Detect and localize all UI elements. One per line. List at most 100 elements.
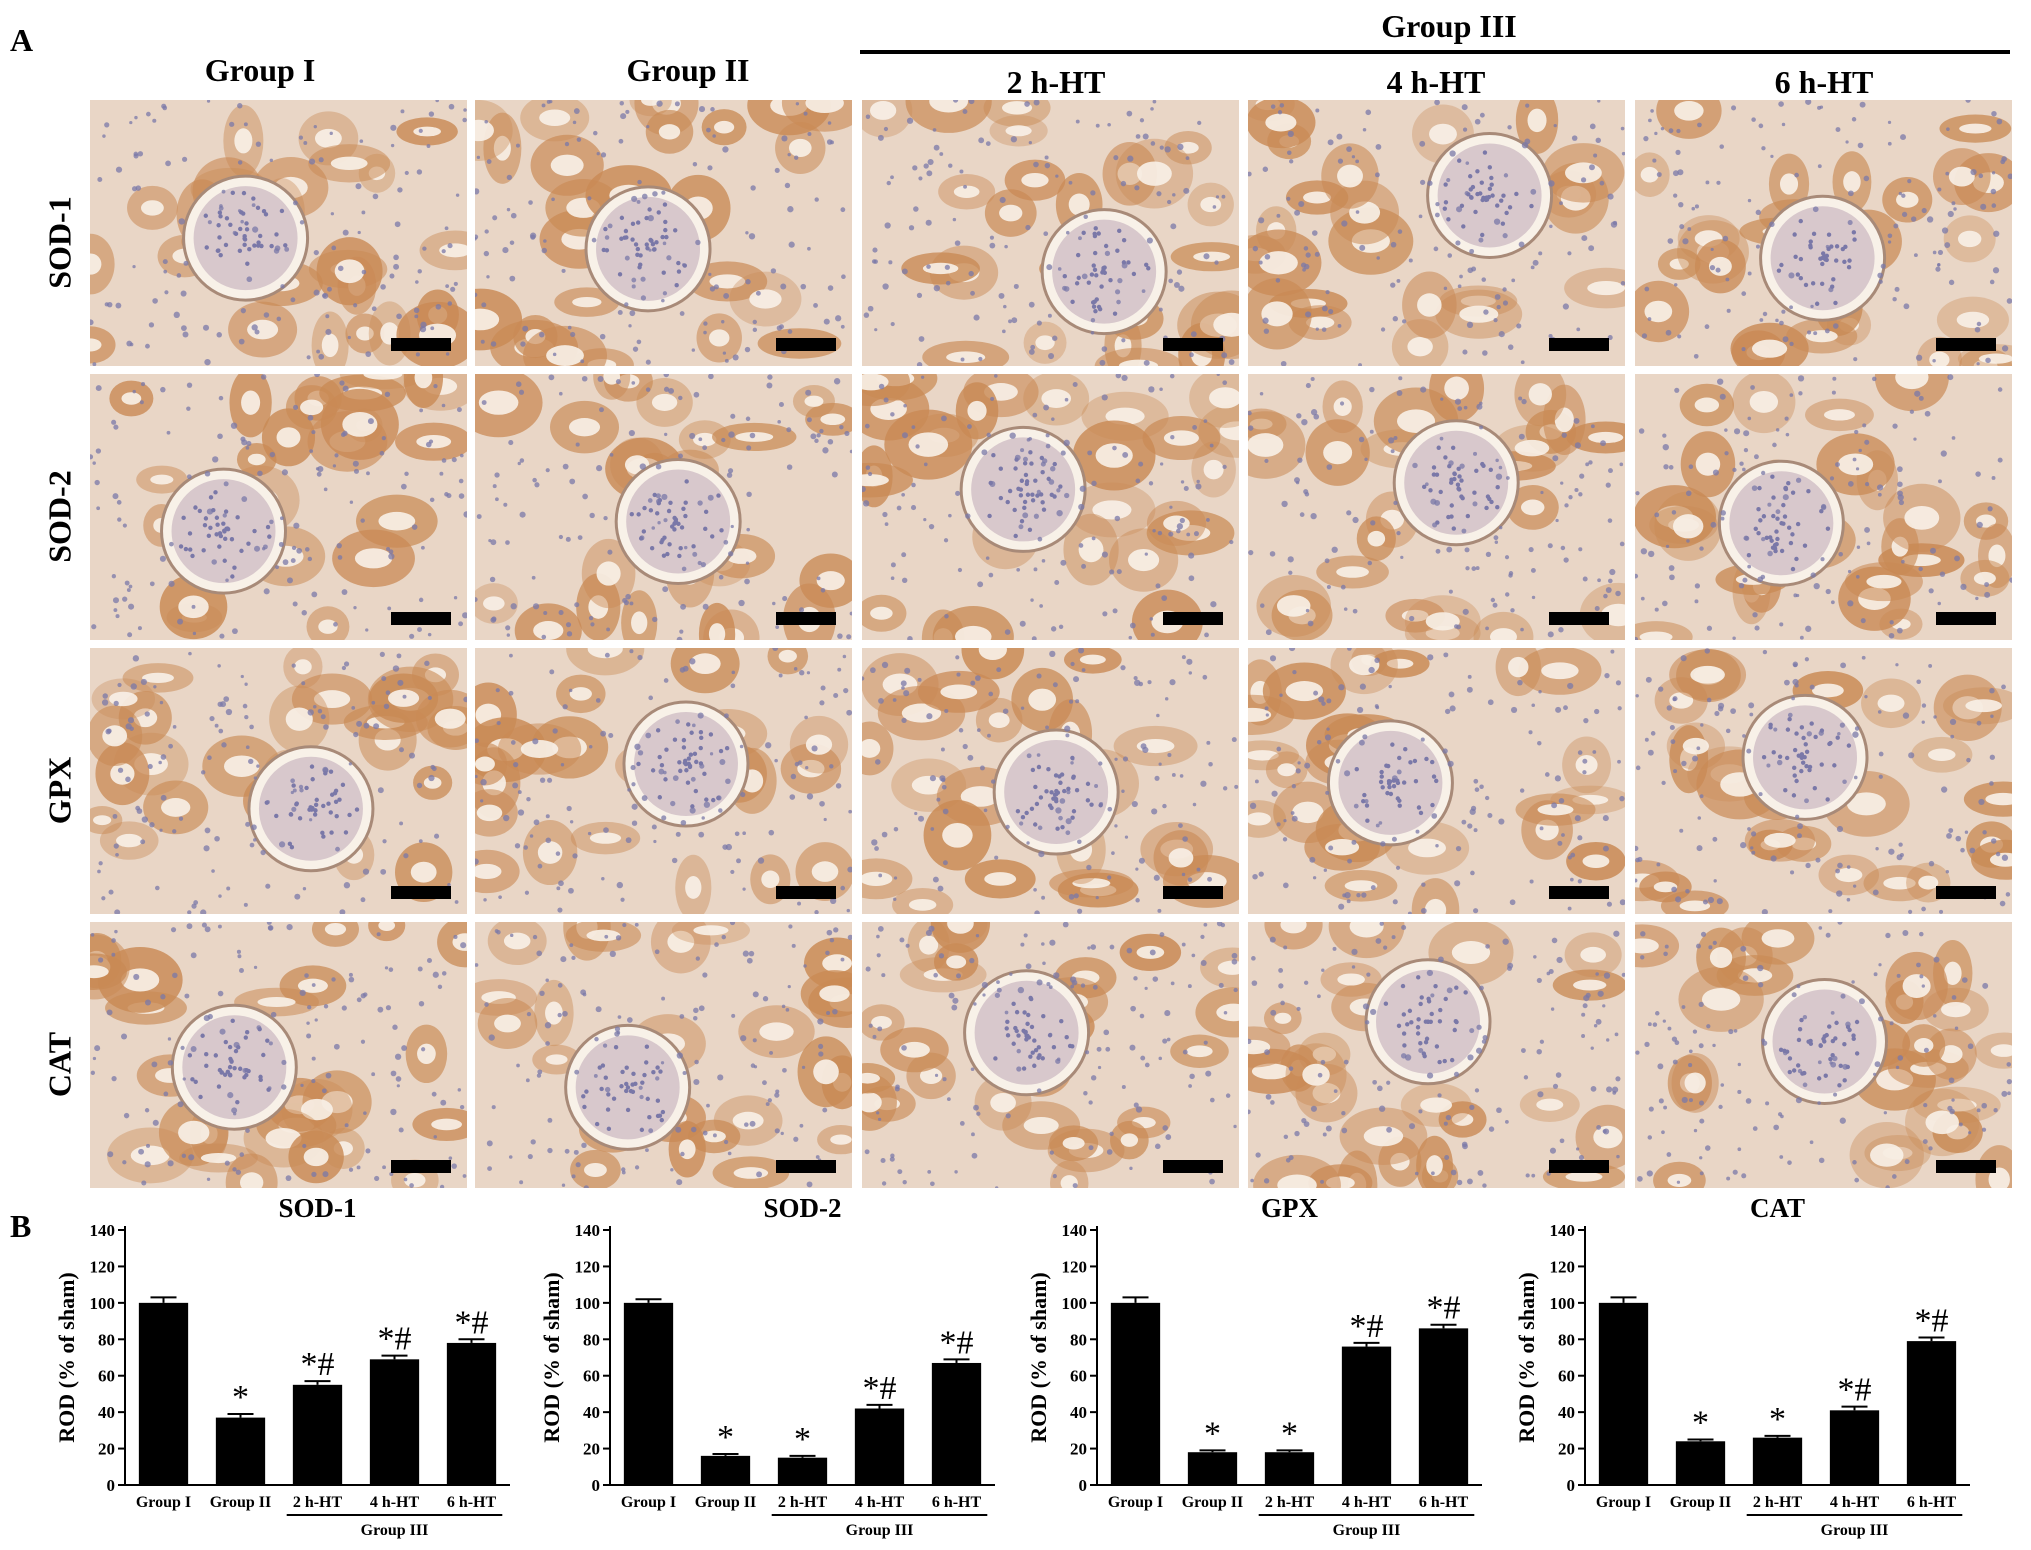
scale-bar bbox=[776, 886, 836, 899]
chart-cat: CAT ROD (% of sham) 0 20 40 60 80 100 120 140 Grou… bbox=[1514, 1195, 1970, 1539]
significance-marker: *# bbox=[940, 1324, 974, 1361]
y-tick-label: 140 bbox=[1062, 1221, 1088, 1240]
x-tick-label: 6 h-HT bbox=[1419, 1494, 1469, 1511]
bar-6-h-ht bbox=[1906, 1341, 1957, 1485]
row-header-sod1: SOD-1 bbox=[41, 196, 78, 289]
micrograph-cat-6h-ht bbox=[1635, 922, 2012, 1188]
micrograph-sod2-6h-ht bbox=[1635, 374, 2012, 640]
x-tick-label: 2 h-HT bbox=[1265, 1494, 1315, 1511]
x-tick-label: 4 h-HT bbox=[370, 1494, 420, 1511]
y-tick-label: 100 bbox=[1062, 1294, 1088, 1313]
column-header-2h-ht: 2 h-HT bbox=[1006, 64, 1106, 100]
significance-marker: *# bbox=[301, 1346, 335, 1383]
scale-bar bbox=[1936, 338, 1996, 351]
y-tick-label: 100 bbox=[575, 1294, 601, 1313]
x-tick-label: 6 h-HT bbox=[932, 1494, 982, 1511]
scale-bar bbox=[776, 338, 836, 351]
y-axis-label: ROD (% of sham) bbox=[539, 1272, 564, 1443]
chart-title: SOD-1 bbox=[278, 1195, 356, 1223]
chart-sod-2: SOD-2 ROD (% of sham) 0 20 40 60 80 100 120 140 Gr… bbox=[539, 1195, 995, 1539]
y-tick-label: 80 bbox=[1070, 1330, 1087, 1349]
y-tick-label: 80 bbox=[98, 1330, 115, 1349]
bar-2-h-ht bbox=[777, 1457, 828, 1485]
scale-bar bbox=[391, 612, 451, 625]
bar-4-h-ht bbox=[369, 1359, 420, 1485]
micrograph-sod2-group-ii bbox=[475, 374, 852, 640]
panel-a-letter: A bbox=[10, 22, 34, 58]
bar-6-h-ht bbox=[931, 1362, 982, 1485]
y-tick-label: 20 bbox=[583, 1440, 600, 1459]
y-tick-label: 60 bbox=[1558, 1367, 1575, 1386]
significance-marker: *# bbox=[1838, 1372, 1872, 1409]
group-iii-label: Group III bbox=[1333, 1522, 1401, 1539]
row-header-cat: CAT bbox=[41, 1031, 78, 1098]
x-tick-label: Group I bbox=[136, 1494, 191, 1511]
micrograph-cat-group-i bbox=[90, 922, 467, 1188]
bar-4-h-ht bbox=[854, 1408, 905, 1485]
y-tick-label: 120 bbox=[575, 1257, 601, 1276]
group-iii-rule bbox=[860, 50, 2010, 54]
y-tick-label: 0 bbox=[107, 1476, 116, 1495]
column-header-group-i: Group I bbox=[204, 52, 316, 88]
y-tick-label: 40 bbox=[1558, 1403, 1575, 1422]
y-axis-label: ROD (% of sham) bbox=[54, 1272, 79, 1443]
y-tick-label: 60 bbox=[583, 1367, 600, 1386]
bar-6-h-ht bbox=[1418, 1328, 1469, 1485]
x-tick-label: 2 h-HT bbox=[1753, 1494, 1803, 1511]
significance-marker: * bbox=[1769, 1401, 1786, 1438]
y-axis-label: ROD (% of sham) bbox=[1514, 1272, 1539, 1443]
micrograph-gpx-group-ii bbox=[475, 648, 852, 914]
scale-bar bbox=[1163, 1160, 1223, 1173]
x-tick-label: 2 h-HT bbox=[778, 1494, 828, 1511]
scale-bar bbox=[1163, 612, 1223, 625]
x-tick-label: 4 h-HT bbox=[855, 1494, 905, 1511]
y-tick-label: 140 bbox=[90, 1221, 116, 1240]
significance-marker: * bbox=[794, 1421, 811, 1458]
y-tick-label: 40 bbox=[1070, 1403, 1087, 1422]
significance-marker: *# bbox=[1350, 1308, 1384, 1345]
y-tick-label: 20 bbox=[98, 1440, 115, 1459]
scale-bar bbox=[1936, 612, 1996, 625]
chart-title: CAT bbox=[1750, 1195, 1805, 1223]
x-tick-label: Group I bbox=[621, 1494, 676, 1511]
significance-marker: * bbox=[717, 1419, 734, 1456]
x-tick-label: 6 h-HT bbox=[447, 1494, 497, 1511]
significance-marker: * bbox=[1692, 1404, 1709, 1441]
y-tick-label: 120 bbox=[1062, 1257, 1088, 1276]
micrograph-sod1-6h-ht bbox=[1635, 100, 2012, 366]
bar-group-ii bbox=[215, 1417, 266, 1485]
scale-bar bbox=[1549, 338, 1609, 351]
column-header-4h-ht: 4 h-HT bbox=[1386, 64, 1486, 100]
y-tick-label: 120 bbox=[90, 1257, 116, 1276]
scale-bar bbox=[1936, 886, 1996, 899]
y-tick-label: 100 bbox=[90, 1294, 116, 1313]
group-iii-header: Group III bbox=[1381, 8, 1517, 44]
x-tick-label: 2 h-HT bbox=[293, 1494, 343, 1511]
scale-bar bbox=[1549, 886, 1609, 899]
scale-bar bbox=[776, 1160, 836, 1173]
scale-bar bbox=[391, 1160, 451, 1173]
bar-6-h-ht bbox=[446, 1342, 497, 1485]
column-header-6h-ht: 6 h-HT bbox=[1774, 64, 1874, 100]
chart-title: GPX bbox=[1261, 1195, 1318, 1223]
group-iii-label: Group III bbox=[846, 1522, 914, 1539]
y-tick-label: 0 bbox=[592, 1476, 601, 1495]
bar-group-ii bbox=[1187, 1452, 1238, 1485]
y-axis-label: ROD (% of sham) bbox=[1026, 1272, 1051, 1443]
bar-group-i bbox=[1598, 1302, 1649, 1485]
bar-group-ii bbox=[700, 1455, 751, 1485]
significance-marker: *# bbox=[378, 1321, 412, 1358]
scale-bar bbox=[1549, 1160, 1609, 1173]
micrograph-sod1-4h-ht bbox=[1248, 100, 1625, 366]
micrograph-gpx-group-i bbox=[90, 648, 467, 914]
panel-b-letter: B bbox=[10, 1208, 32, 1244]
row-header-sod2: SOD-2 bbox=[41, 470, 78, 563]
bar-2-h-ht bbox=[1752, 1437, 1803, 1485]
x-tick-label: Group II bbox=[1670, 1494, 1732, 1511]
column-header-group-ii: Group II bbox=[626, 52, 750, 88]
y-tick-label: 80 bbox=[583, 1330, 600, 1349]
x-tick-label: Group II bbox=[695, 1494, 757, 1511]
y-tick-label: 0 bbox=[1079, 1476, 1088, 1495]
y-tick-label: 20 bbox=[1070, 1440, 1087, 1459]
chart-sod-1: SOD-1 ROD (% of sham) 0 20 40 60 80 100 120 140 Gr… bbox=[54, 1195, 510, 1539]
